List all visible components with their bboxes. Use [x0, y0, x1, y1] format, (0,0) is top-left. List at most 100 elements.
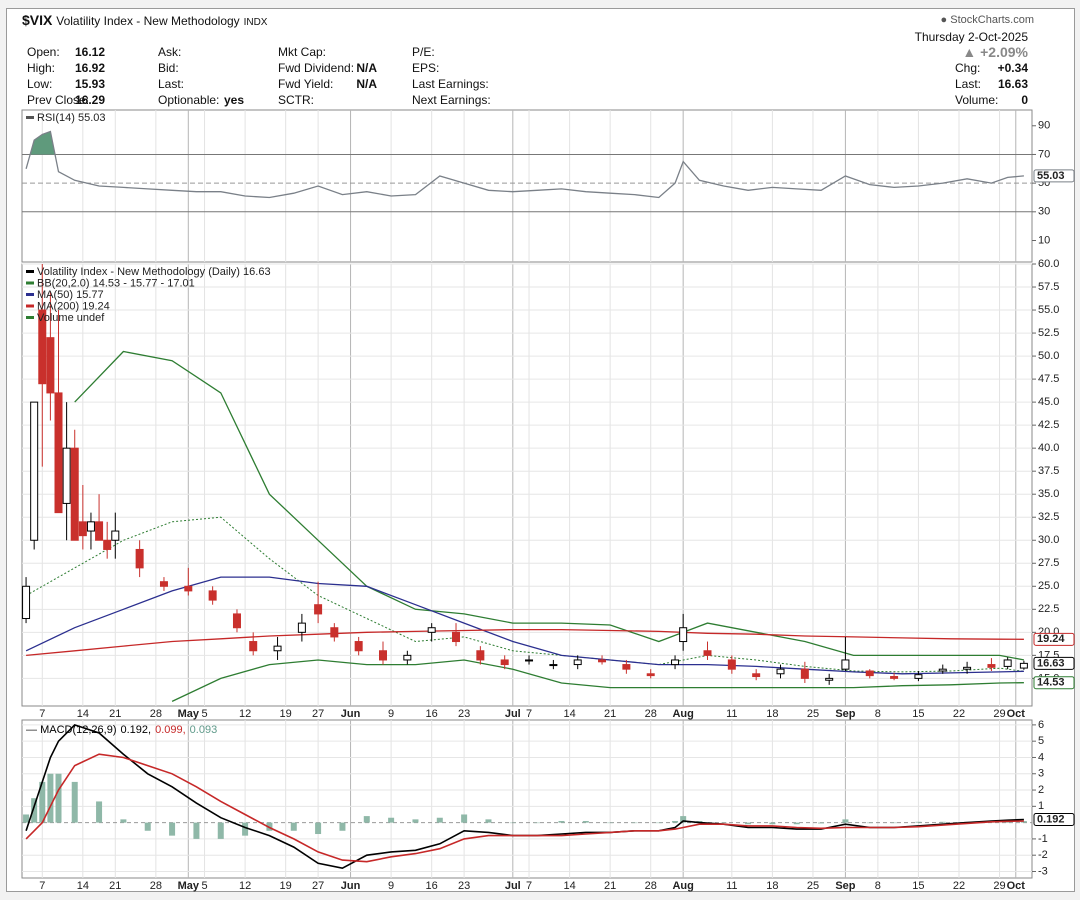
candle-body	[22, 585, 31, 620]
x-tick-label: 16	[426, 880, 438, 892]
field-label: Low:	[27, 77, 53, 91]
histogram-bar	[509, 822, 516, 824]
x-tick-label: 25	[807, 880, 819, 892]
histogram-bar	[96, 801, 103, 823]
candle-body	[800, 668, 809, 679]
histogram-bar	[388, 817, 395, 823]
candle-body	[679, 627, 688, 643]
x-tick-label: 5	[201, 708, 207, 720]
y-tick-label: 57.5	[1038, 281, 1059, 293]
x-tick-label: 14	[563, 880, 575, 892]
histogram-bar	[193, 822, 200, 839]
y-tick-label: 42.5	[1038, 419, 1059, 431]
y-tick-label: 1	[1038, 800, 1044, 812]
field-label: Open:	[27, 45, 60, 59]
histogram-bar	[242, 822, 249, 836]
x-tick-label: 15	[912, 880, 924, 892]
candle-body	[135, 548, 144, 569]
histogram-bar	[436, 817, 443, 823]
legend-label: MA(200) 19.24	[37, 300, 110, 312]
candle-body	[865, 670, 874, 677]
field-label: Mkt Cap:	[278, 45, 327, 59]
candle-body	[914, 674, 923, 679]
value-tag-label: 0.192	[1037, 813, 1065, 825]
candle-body	[232, 613, 241, 629]
indicator-line	[25, 516, 1024, 673]
histogram-bar	[169, 822, 176, 836]
x-tick-label: 15	[912, 708, 924, 720]
x-tick-label: 12	[239, 880, 251, 892]
candle-body	[646, 673, 655, 677]
candle-body	[297, 622, 306, 633]
x-tick-label: 28	[645, 708, 657, 720]
candle-body	[890, 676, 899, 679]
source-text: StockCharts.com	[950, 14, 1034, 26]
histogram-bar	[144, 822, 151, 831]
candle-body	[573, 659, 582, 666]
symbol: $VIX	[22, 12, 53, 28]
histogram-bar	[818, 822, 825, 824]
x-tick-label: 9	[388, 880, 394, 892]
histogram-bar	[412, 819, 419, 823]
field-value: 15.93	[74, 77, 105, 91]
x-tick-label: Aug	[672, 880, 693, 892]
x-tick-label: Jul	[505, 708, 521, 720]
field-label: EPS:	[412, 61, 440, 75]
y-tick-label: 32.5	[1038, 511, 1059, 523]
histogram-bar	[31, 798, 38, 823]
histogram-bar	[745, 822, 752, 825]
y-tick-label: -3	[1038, 865, 1048, 877]
histogram-bar	[363, 816, 370, 823]
indicator-line	[25, 576, 1024, 675]
legend-part: MACD(12,26,9)	[40, 724, 116, 736]
value-tag-label: 19.24	[1037, 633, 1065, 645]
candle-body	[752, 673, 761, 678]
title-bar: $VIX Volatility Index - New Methodology …	[22, 12, 267, 28]
candle-body	[938, 668, 947, 672]
value-tag	[1033, 169, 1075, 183]
y-tick-label: 3	[1038, 768, 1044, 780]
x-tick-label: 11	[726, 708, 737, 720]
legend-label: RSI(14) 55.03	[37, 112, 105, 124]
x-tick-label: 23	[458, 880, 470, 892]
candle-body	[30, 401, 39, 541]
exchange: INDX	[243, 17, 268, 28]
field-value: 0	[1021, 93, 1028, 107]
rsi-line	[25, 130, 1024, 199]
overbought-fill	[30, 131, 56, 155]
legend-part: 0.192,	[120, 724, 151, 736]
value-tag-label: 14.53	[1037, 677, 1065, 689]
legend-part: 0.093	[190, 724, 218, 736]
y-tick-label: 52.5	[1038, 327, 1059, 339]
field-label: Bid:	[158, 61, 179, 75]
candle-body	[159, 581, 168, 587]
histogram-bar	[607, 822, 614, 824]
x-tick-label: May	[178, 708, 200, 720]
x-tick-label: 23	[458, 708, 470, 720]
candle-body	[70, 447, 79, 541]
candle-body	[703, 650, 712, 656]
histogram-bar	[461, 814, 468, 823]
value-tag	[1033, 632, 1075, 646]
legend-swatch	[26, 281, 34, 285]
x-tick-label: Jun	[341, 880, 361, 892]
candle-body	[184, 585, 193, 592]
histogram-bar	[120, 819, 127, 823]
candle-body	[111, 530, 120, 541]
x-tick-label: 14	[563, 708, 575, 720]
histogram-bar	[339, 822, 346, 831]
index-name: Volatility Index - New Methodology	[56, 14, 240, 28]
x-tick-label: Aug	[672, 708, 693, 720]
x-tick-label: 25	[807, 708, 819, 720]
histogram-bar	[23, 814, 30, 823]
macd-line	[25, 753, 1024, 863]
histogram-bar	[71, 781, 78, 823]
y-tick-label: 35.0	[1038, 488, 1059, 500]
histogram-bar	[534, 822, 541, 824]
x-tick-label: 21	[604, 880, 616, 892]
y-tick-label: -1	[1038, 833, 1048, 845]
candle-body	[86, 521, 95, 532]
candle-body	[525, 659, 534, 662]
y-tick-label: 37.5	[1038, 465, 1059, 477]
x-tick-label: 22	[953, 880, 965, 892]
